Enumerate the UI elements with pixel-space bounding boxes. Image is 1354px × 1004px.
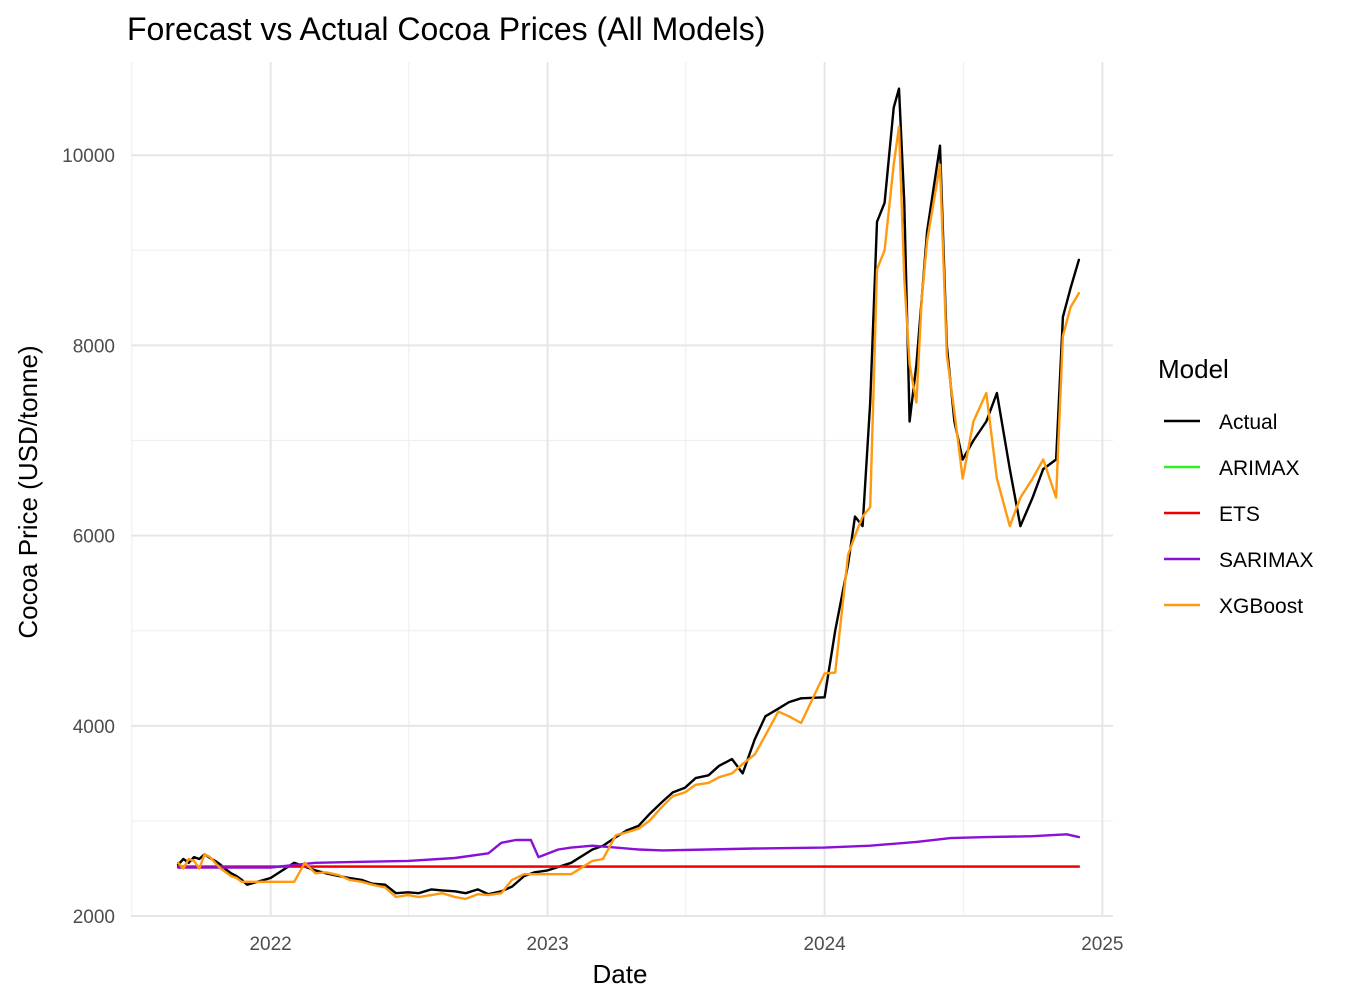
x-tick-label-2025: 2025	[1081, 934, 1123, 955]
y-tick-label-8000: 8000	[73, 336, 115, 357]
x-tick-label-2024: 2024	[803, 934, 846, 955]
legend-label-sarimax: SARIMAX	[1219, 549, 1314, 572]
y-tick-label-4000: 4000	[73, 717, 115, 738]
y-tick-label-10000: 10000	[62, 146, 115, 167]
legend-entries: Actual ARIMAX ETS SARIMAX XGBoost	[1164, 411, 1314, 618]
legend-label-actual: Actual	[1219, 411, 1277, 434]
y-tick-label-6000: 6000	[73, 527, 115, 548]
x-tick-label-2023: 2023	[526, 934, 568, 955]
legend-label-xgboost: XGBoost	[1219, 595, 1303, 618]
series-line-xgboost	[176, 125, 1081, 901]
x-axis-ticks: 2022 2023 2024 2025	[249, 934, 1123, 955]
y-tick-label-2000: 2000	[73, 907, 115, 928]
y-axis-title: Cocoa Price (USD/tonne)	[13, 345, 43, 638]
y-axis-ticks: 2000 4000 6000 8000 10000	[62, 146, 115, 928]
legend: Model Actual ARIMAX ETS SARIMAX XGBoost	[1158, 354, 1314, 618]
chart-title: Forecast vs Actual Cocoa Prices (All Mod…	[127, 11, 765, 47]
grid	[131, 62, 1113, 918]
x-axis-title: Date	[593, 959, 648, 989]
series-line-actual	[176, 87, 1081, 896]
series-layer	[176, 87, 1081, 901]
series-line-sarimax	[176, 833, 1081, 869]
legend-label-ets: ETS	[1219, 503, 1260, 526]
legend-label-arimax: ARIMAX	[1219, 457, 1300, 480]
legend-title: Model	[1158, 354, 1229, 384]
x-tick-label-2022: 2022	[249, 934, 291, 955]
